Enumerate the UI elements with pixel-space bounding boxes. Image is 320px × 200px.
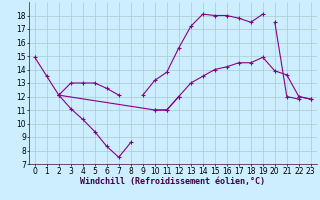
X-axis label: Windchill (Refroidissement éolien,°C): Windchill (Refroidissement éolien,°C) <box>80 177 265 186</box>
